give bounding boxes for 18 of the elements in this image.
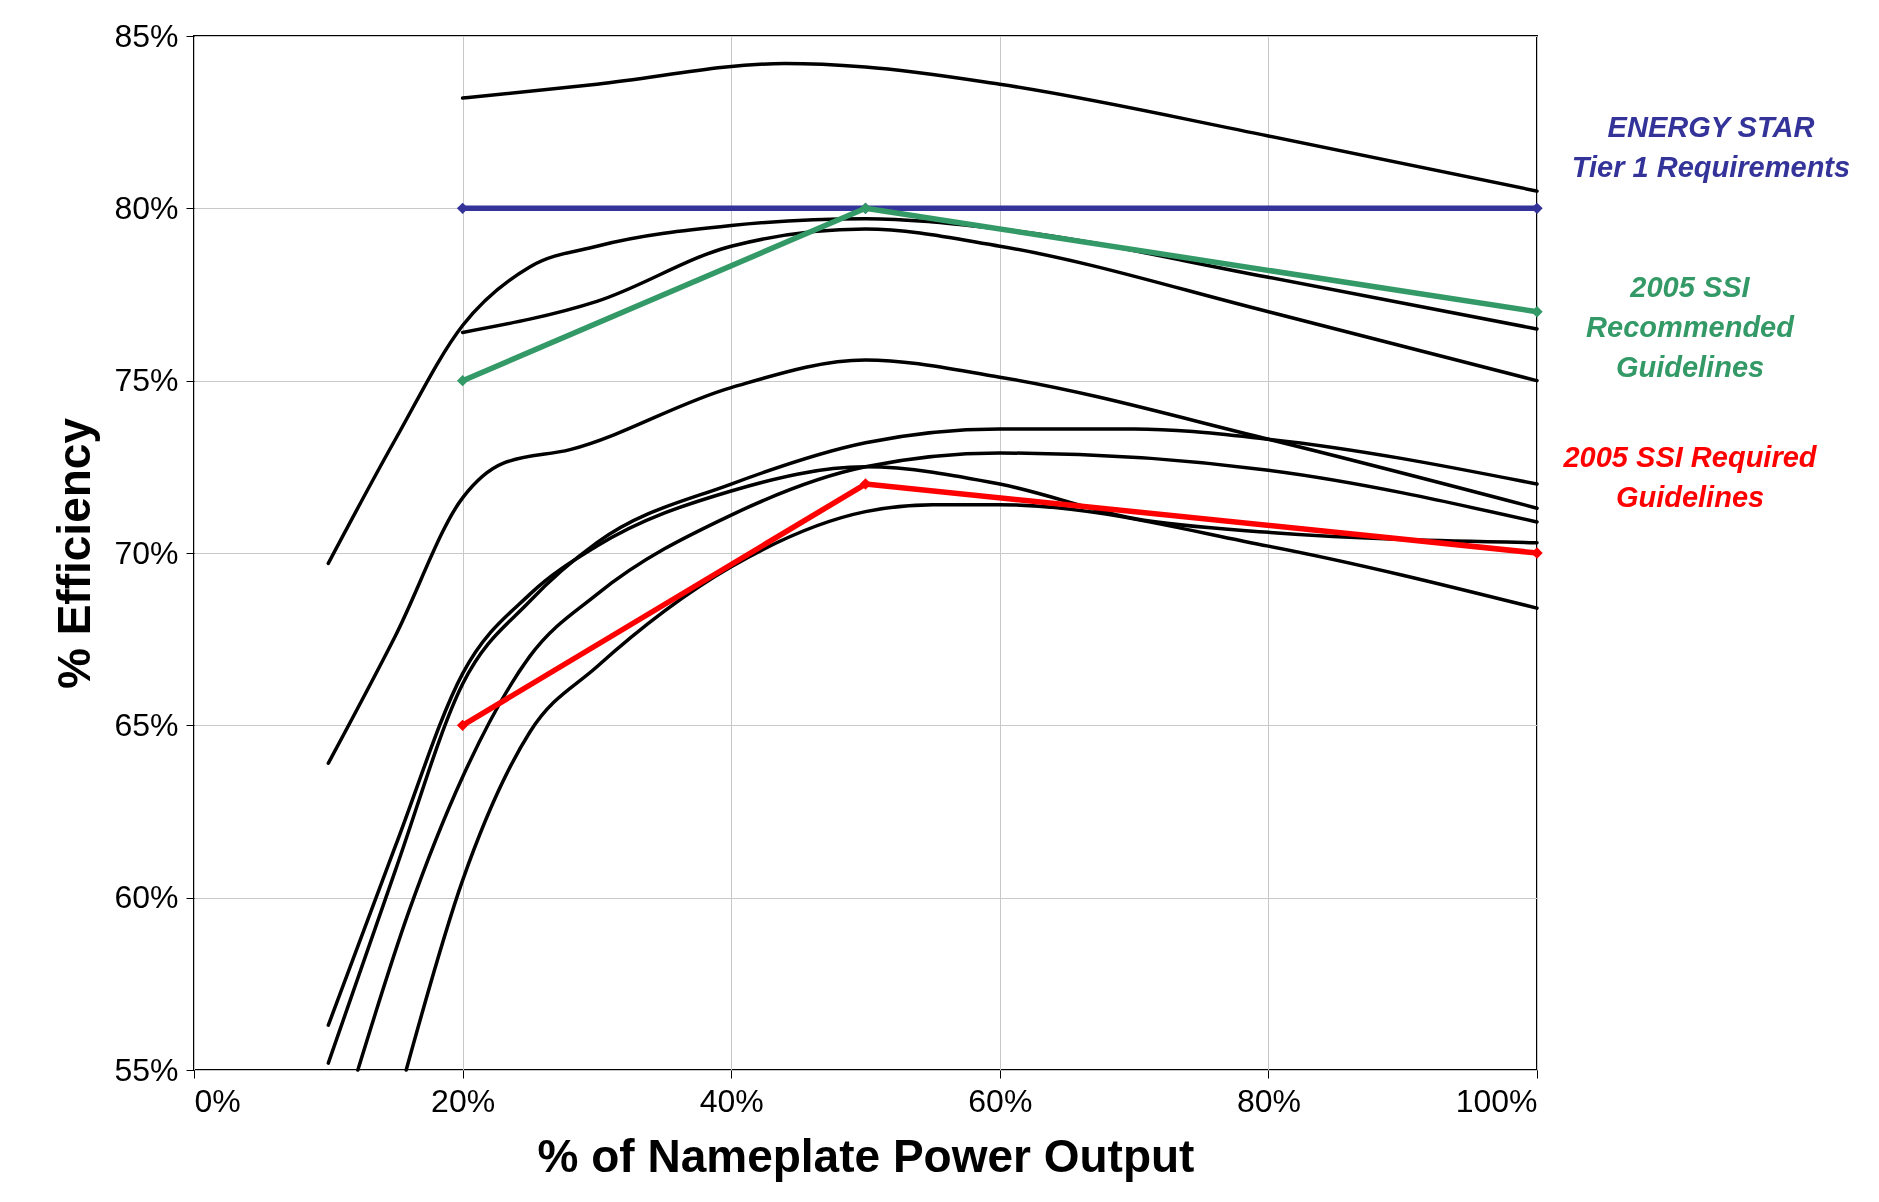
y-tick-label: 55% bbox=[114, 1051, 179, 1088]
y-tick-label: 60% bbox=[114, 879, 179, 916]
series-label: 2005 SSI Required Guidelines bbox=[1562, 441, 1818, 513]
series-label: 2005 SSI Recommended Guidelines bbox=[1586, 270, 1796, 383]
x-tick-label: 80% bbox=[1236, 1082, 1301, 1119]
x-tick-label: 20% bbox=[431, 1082, 496, 1119]
x-tick-label: 0% bbox=[194, 1082, 241, 1119]
y-tick-label: 80% bbox=[114, 189, 179, 226]
x-axis-title: % of Nameplate Power Output bbox=[537, 1129, 1195, 1182]
series-label: ENERGY STAR Tier 1 Requirements bbox=[1571, 111, 1851, 184]
x-tick-label: 60% bbox=[968, 1082, 1033, 1119]
x-tick-label: 40% bbox=[699, 1082, 764, 1119]
y-tick-label: 75% bbox=[114, 362, 179, 399]
x-tick-label: 100% bbox=[1455, 1082, 1538, 1119]
y-tick-label: 85% bbox=[114, 17, 179, 54]
y-axis-title: % Efficiency bbox=[48, 417, 101, 689]
y-tick-label: 65% bbox=[114, 706, 179, 743]
y-tick-label: 70% bbox=[114, 534, 179, 571]
